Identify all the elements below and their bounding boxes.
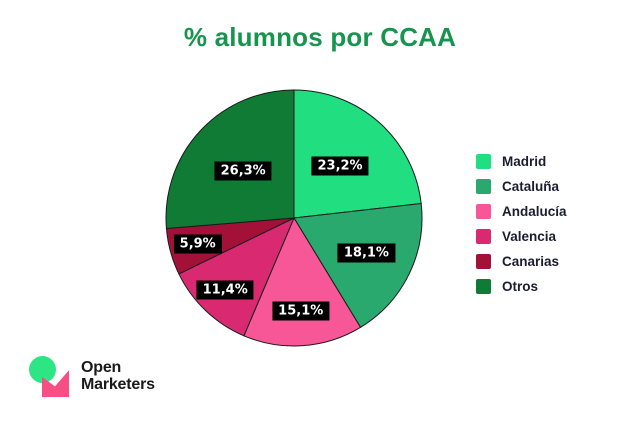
slice-value-label-andalucia: 15,1% bbox=[272, 301, 330, 321]
legend-item-andalucia: Andalucía bbox=[476, 203, 567, 219]
logo-text: Open Marketers bbox=[81, 359, 155, 394]
legend-label: Canarias bbox=[502, 253, 560, 269]
pie-slice-otros bbox=[165, 89, 295, 229]
pie-slice-cataluna bbox=[293, 202, 423, 329]
legend-swatch-icon bbox=[476, 253, 491, 269]
pie-slice-madrid bbox=[293, 89, 422, 219]
legend: Madrid Cataluña Andalucía Valencia Canarias O… bbox=[476, 153, 567, 294]
legend-label: Madrid bbox=[502, 153, 547, 169]
legend-label: Valencia bbox=[502, 228, 557, 244]
slice-value-label-valencia: 11,4% bbox=[196, 280, 254, 300]
slice-value-label-madrid: 23,2% bbox=[311, 156, 369, 176]
legend-item-otros: Otros bbox=[476, 278, 567, 294]
pie-chart: 23,2% 18,1% 15,1% 11,4% 5,9% 26,3% bbox=[164, 88, 424, 348]
legend-item-madrid: Madrid bbox=[476, 153, 567, 169]
legend-item-canarias: Canarias bbox=[476, 253, 567, 269]
logo-mark-icon bbox=[29, 356, 69, 398]
legend-label: Cataluña bbox=[502, 178, 560, 194]
logo: Open Marketers bbox=[29, 356, 155, 398]
legend-swatch-icon bbox=[476, 203, 491, 219]
legend-item-valencia: Valencia bbox=[476, 228, 567, 244]
slice-value-label-canarias: 5,9% bbox=[173, 234, 222, 254]
slice-value-label-otros: 26,3% bbox=[214, 161, 272, 181]
pie-slice-valencia bbox=[178, 216, 295, 337]
logo-text-line1: Open bbox=[81, 359, 122, 377]
logo-text-line2: Marketers bbox=[81, 376, 155, 393]
legend-swatch-icon bbox=[476, 228, 491, 244]
legend-swatch-icon bbox=[476, 178, 491, 194]
chart-title: % alumnos por CCAA bbox=[183, 22, 457, 52]
legend-item-cataluna: Cataluña bbox=[476, 178, 567, 194]
legend-label: Otros bbox=[502, 278, 539, 294]
legend-swatch-icon bbox=[476, 153, 491, 169]
legend-swatch-icon bbox=[476, 278, 491, 294]
legend-label: Andalucía bbox=[502, 203, 567, 219]
slice-value-label-cataluna: 18,1% bbox=[337, 243, 395, 263]
